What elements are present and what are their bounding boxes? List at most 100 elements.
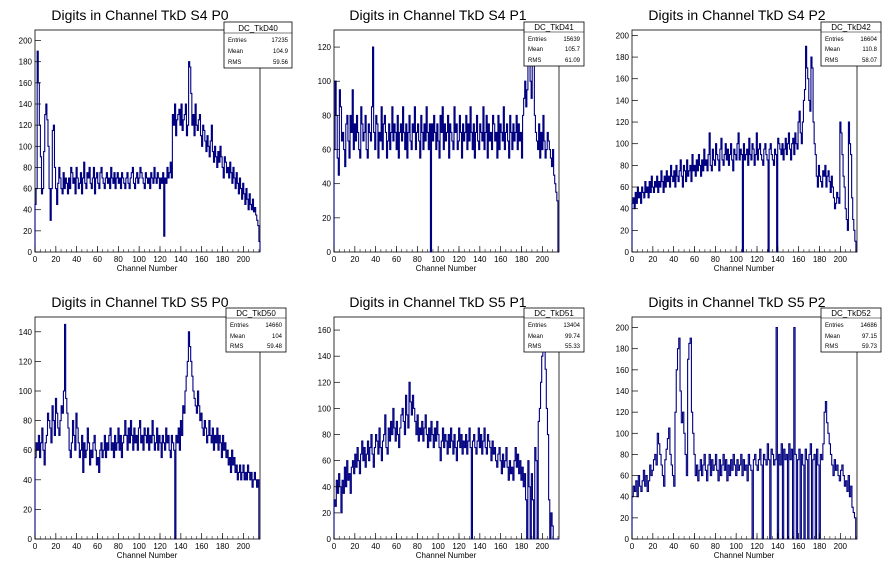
stats-box: DC_TkD50 Entries 14660 Mean 104 RMS 59.4… [225,307,287,353]
x-tick-label: 180 [216,542,230,551]
x-tick-label: 0 [630,542,635,551]
x-tick-label: 60 [392,542,401,551]
y-tick-label: 120 [19,121,33,130]
y-tick-label: 200 [616,31,630,40]
stats-name: DC_TkD42 [831,23,871,32]
plot-area: 0 20 40 60 80 100 120 140 160 180 200 0 20 40 60 80 100 1… [318,316,560,551]
x-tick-label: 60 [93,542,102,551]
y-tick-label: 80 [620,161,629,170]
x-tick-label: 80 [413,542,422,551]
stats-box: DC_TkD51 Entries 13404 Mean 99.74 RMS 55… [523,307,585,353]
y-tick-label: 40 [23,476,32,485]
y-tick-label: 140 [19,100,33,109]
stats-box: DC_TkD41 Entries 15639 Mean 105.7 RMS 61… [523,21,585,67]
axes-frame [34,316,261,540]
y-tick-label: 0 [327,248,332,257]
chart-title: Digits in Channel TkD S5 P0 [51,294,228,310]
y-tick-label: 80 [23,163,32,172]
x-tick-label: 180 [515,255,529,264]
x-tick-label: 140 [174,542,188,551]
stats-name: DC_TkD41 [534,23,574,32]
y-tick-label: 20 [23,227,32,236]
stats-rms-value: 58.07 [862,58,878,64]
y-tick-label: 160 [616,366,630,375]
y-tick-label: 80 [620,450,629,459]
y-tick-label: 140 [318,352,332,361]
y-tick-label: 200 [616,324,630,333]
stats-mean-value: 99.74 [565,334,581,340]
x-tick-label: 140 [473,542,487,551]
x-tick-label: 60 [392,255,401,264]
axes-frame [333,29,560,253]
stats-entries-label: Entries [228,38,247,44]
x-tick-label: 20 [51,542,60,551]
panel-tkd51: 0 20 40 60 80 100 120 140 160 180 200 0 20 40 60 80 100 1… [318,294,585,560]
x-tick-label: 40 [669,542,678,551]
y-tick-label: 20 [23,505,32,514]
y-tick-label: 160 [19,79,33,88]
x-tick-label: 100 [132,255,146,264]
x-tick-label: 0 [33,542,38,551]
x-tick-label: 80 [114,542,123,551]
chart-title: Digits in Channel TkD S4 P0 [51,7,228,23]
x-tick-label: 140 [771,255,785,264]
y-tick-label: 60 [620,183,629,192]
x-tick-label: 180 [515,542,529,551]
x-tick-label: 200 [536,542,550,551]
y-tick-label: 180 [616,53,630,62]
x-tick-label: 40 [72,542,81,551]
x-tick-label: 120 [153,542,167,551]
stats-entries-value: 17235 [271,38,288,44]
x-tick-label: 80 [114,255,123,264]
stats-entries-value: 14660 [265,323,282,329]
chart-title: Digits in Channel TkD S4 P1 [349,7,526,23]
plot-area: 0 20 40 60 80 100 120 140 160 180 200 0 20 40 60 80 100 1… [19,316,261,551]
stats-rms-value: 55.33 [565,344,581,350]
y-tick-label: 100 [318,404,332,413]
x-tick-label: 20 [350,255,359,264]
plot-area: 0 20 40 60 80 100 120 140 160 180 200 0 20 40 60 80 100 1… [318,29,560,264]
stats-mean-value: 104 [272,334,283,340]
stats-rms-label: RMS [528,344,541,350]
x-tick-label: 120 [750,542,764,551]
x-tick-label: 200 [237,255,251,264]
x-tick-label: 0 [332,542,337,551]
x-axis-label: Channel Number [117,551,178,560]
stats-mean-label: Mean [230,334,245,340]
x-tick-label: 160 [195,255,209,264]
y-tick-label: 80 [322,431,331,440]
x-tick-label: 160 [195,542,209,551]
y-tick-label: 40 [620,205,629,214]
x-axis-label: Channel Number [117,264,178,273]
y-tick-label: 100 [318,77,332,86]
x-tick-label: 140 [473,255,487,264]
stats-mean-value: 110.8 [862,47,877,53]
x-tick-label: 120 [750,255,764,264]
stats-rms-label: RMS [230,344,243,350]
stats-entries-value: 14686 [860,323,877,329]
x-tick-label: 100 [729,255,743,264]
y-tick-label: 40 [620,493,629,502]
stats-rms-value: 59.48 [267,344,283,350]
x-tick-label: 100 [431,255,445,264]
x-tick-label: 200 [536,255,550,264]
y-tick-label: 120 [616,408,630,417]
stats-name: DC_TkD40 [238,24,278,33]
y-tick-label: 140 [616,96,630,105]
x-tick-label: 40 [669,255,678,264]
stats-mean-label: Mean [228,49,243,55]
y-tick-label: 100 [616,140,630,149]
stats-mean-label: Mean [528,334,543,340]
x-tick-label: 200 [834,255,848,264]
y-tick-label: 60 [620,472,629,481]
x-tick-label: 0 [630,255,635,264]
stats-rms-value: 59.73 [862,344,878,350]
stats-rms-label: RMS [825,58,838,64]
stats-mean-value: 104.9 [273,49,289,55]
stats-entries-label: Entries [528,323,547,329]
axes-frame [34,29,261,253]
plot-area: 0 20 40 60 80 100 120 140 160 180 200 0 20 40 60 80 100 1… [616,316,858,551]
x-tick-label: 40 [371,255,380,264]
y-tick-label: 120 [318,378,332,387]
